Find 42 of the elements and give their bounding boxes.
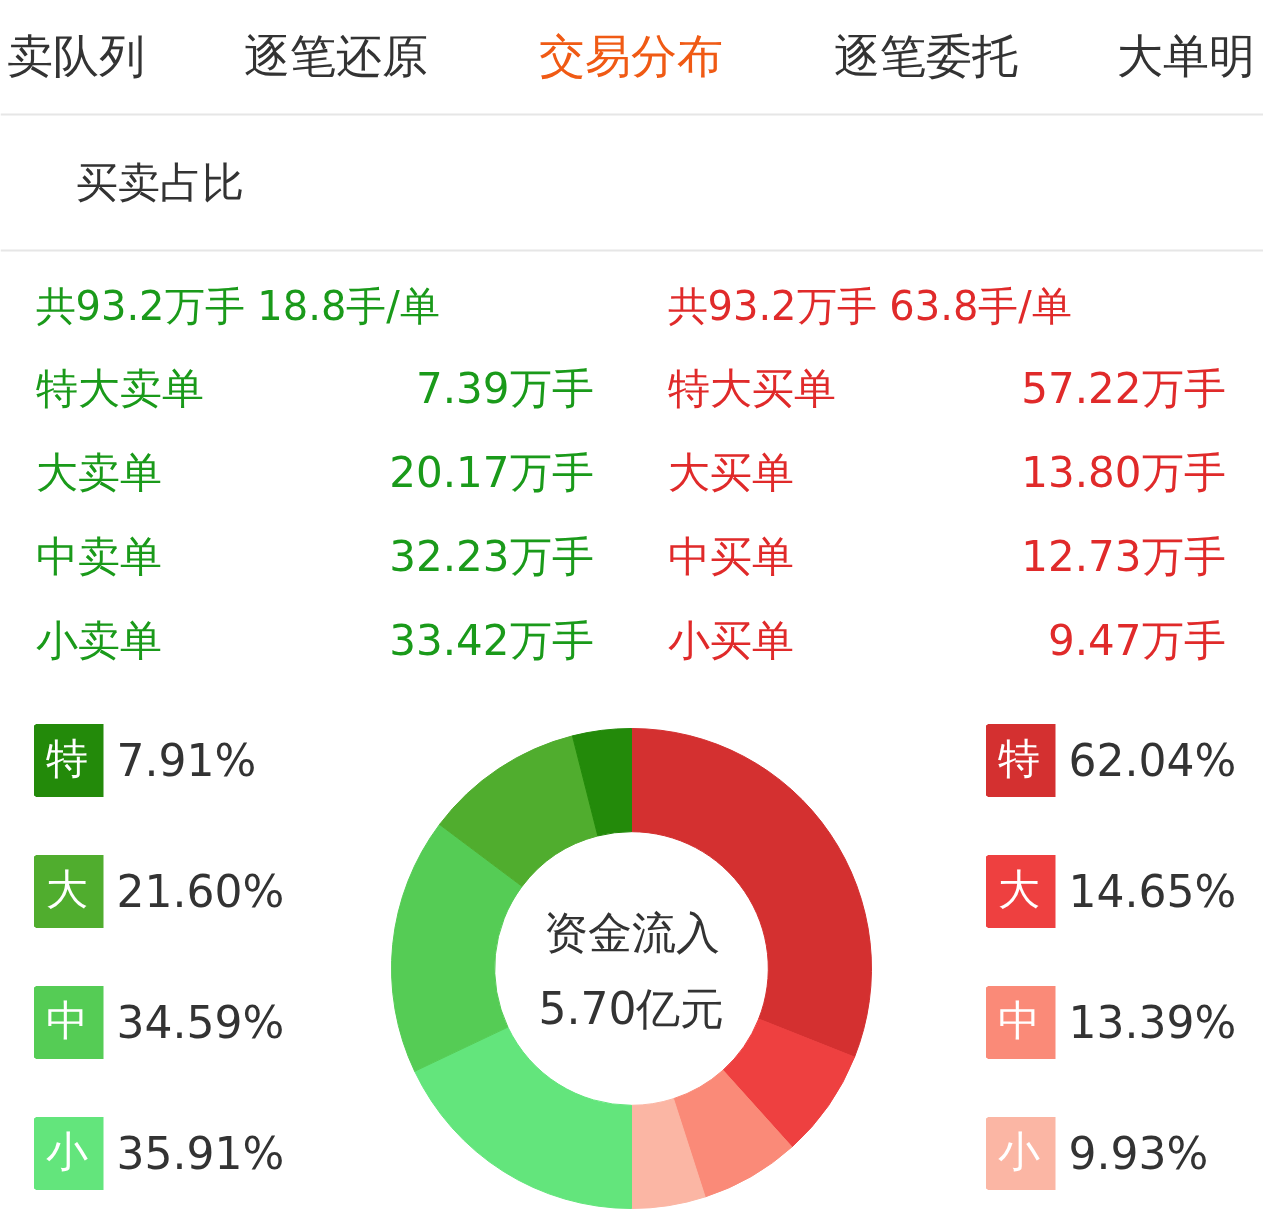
text: 逐笔委托: [833, 28, 1018, 83]
text: 中卖单: [35, 532, 162, 581]
text: 逐笔还原: [243, 28, 428, 83]
text: 特大卖单: [35, 364, 204, 413]
data-label: 14.65%: [1068, 866, 1237, 917]
data-label: 34.59%: [116, 997, 285, 1048]
text: 大单明: [1116, 28, 1255, 83]
text: 5.70亿元: [538, 983, 725, 1034]
text: 小买单: [667, 616, 794, 665]
legend-label: 小: [997, 1127, 1040, 1176]
text: 共93.2万手 63.8手/单: [667, 282, 1072, 329]
legend-label: 特: [997, 734, 1040, 783]
text: 交易分布: [538, 28, 723, 83]
text: 7.39万手: [415, 364, 594, 413]
data-label: 35.91%: [116, 1128, 285, 1179]
text: 卖队列: [6, 28, 145, 83]
legend-label: 中: [45, 996, 88, 1045]
legend-label: 小: [45, 1127, 88, 1176]
legend-label: 特: [45, 734, 88, 783]
text: 32.23万手: [389, 532, 594, 581]
data-label: 7.91%: [116, 735, 257, 786]
text: 中买单: [667, 532, 794, 581]
text: 57.22万手: [1021, 364, 1226, 413]
text: 33.42万手: [389, 616, 594, 665]
data-label: 62.04%: [1068, 735, 1237, 786]
data-label: 9.93%: [1068, 1128, 1209, 1179]
data-label: 21.60%: [116, 866, 285, 917]
data-label: 13.39%: [1068, 997, 1237, 1048]
text: 大买单: [667, 448, 794, 497]
text: 13.80万手: [1021, 448, 1226, 497]
legend-label: 大: [997, 865, 1040, 914]
text: 共93.2万手 18.8手/单: [35, 282, 440, 329]
text: 大卖单: [35, 448, 162, 497]
legend-label: 大: [45, 865, 88, 914]
text: 20.17万手: [389, 448, 594, 497]
text: 12.73万手: [1021, 532, 1226, 581]
text: 特大买单: [667, 364, 836, 413]
text: 资金流入: [543, 907, 720, 958]
text: 小卖单: [35, 616, 162, 665]
text: 9.47万手: [1047, 616, 1226, 665]
chart-title: 买卖占比: [75, 158, 244, 207]
legend-label: 中: [997, 996, 1040, 1045]
